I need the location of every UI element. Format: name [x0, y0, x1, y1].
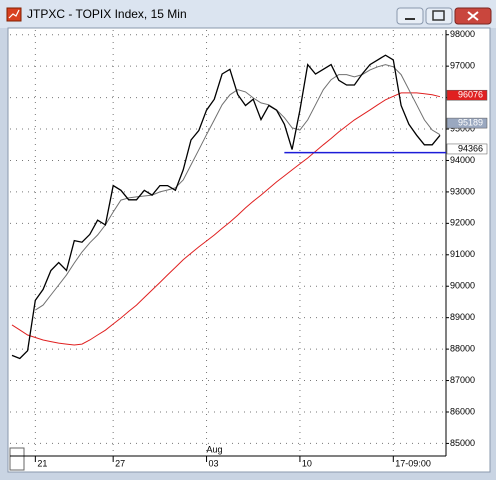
close-glyph: [467, 11, 479, 21]
chart-area: [7, 27, 491, 473]
price-label: 96076: [458, 90, 483, 100]
x-tick-label: 27: [115, 458, 125, 468]
annotation: Aug: [207, 444, 223, 454]
y-tick-label: 94000: [450, 155, 475, 165]
app-icon-glyph: [8, 9, 20, 19]
y-tick-label: 92000: [450, 218, 475, 228]
y-tick-label: 88000: [450, 343, 475, 353]
y-tick-label: 97000: [450, 61, 475, 71]
y-tick-label: 85000: [450, 438, 475, 448]
y-tick-label: 87000: [450, 375, 475, 385]
y-tick-label: 95000: [450, 123, 475, 133]
price-label: 95189: [458, 117, 483, 127]
x-tick-label: 21: [37, 458, 47, 468]
y-tick-label: 93000: [450, 186, 475, 196]
series-line: [11, 92, 441, 346]
series-line: [35, 64, 441, 311]
x-tick-label: 17-09:00: [395, 458, 431, 468]
y-tick-label: 86000: [450, 406, 475, 416]
x-tick-label: 10: [302, 458, 312, 468]
price-label: 94366: [458, 143, 483, 153]
minimize-button[interactable]: [396, 7, 424, 25]
y-tick-label: 89000: [450, 312, 475, 322]
y-tick-label: 91000: [450, 249, 475, 259]
x-tick-label: 03: [209, 458, 219, 468]
scroll-box[interactable]: [9, 447, 25, 471]
window-title: JTPXC - TOPIX Index, 15 Min: [27, 7, 187, 21]
series-line: [11, 54, 441, 360]
y-tick-label: 98000: [450, 29, 475, 39]
y-tick-label: 90000: [450, 281, 475, 291]
price-label-box: [446, 117, 488, 129]
price-label-box: [446, 143, 488, 155]
price-label-box: [446, 89, 488, 101]
maximize-glyph: [432, 10, 445, 21]
